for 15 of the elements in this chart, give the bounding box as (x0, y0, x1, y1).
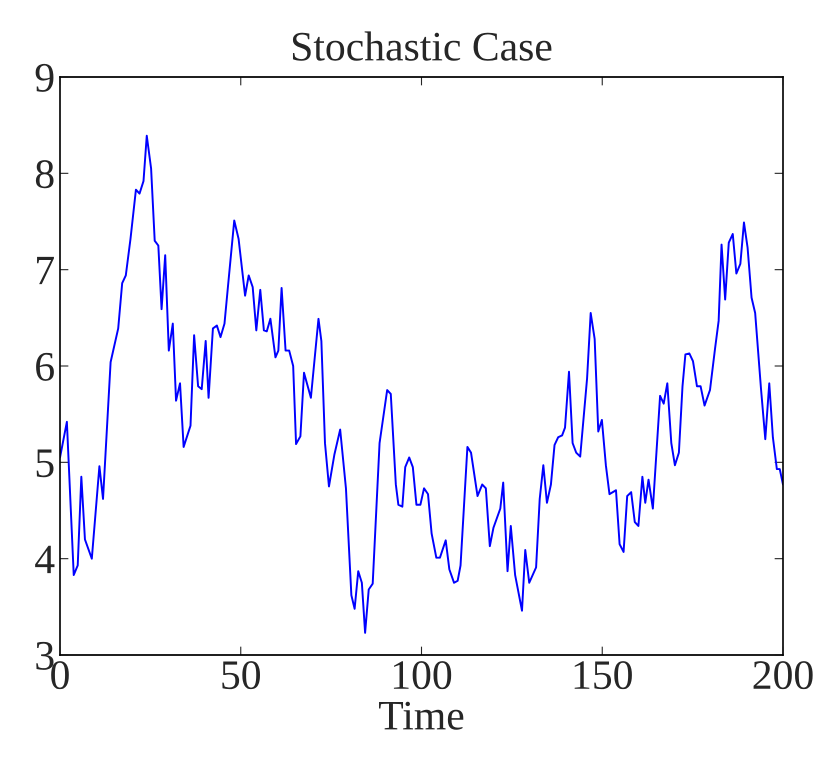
y-tick-label: 3 (36, 642, 54, 670)
x-axis-title: Time (379, 702, 464, 730)
x-tick-label: 50 (222, 661, 260, 690)
x-tick-label: 0 (51, 661, 69, 690)
y-tick-label: 8 (36, 160, 54, 188)
x-tick-label: 150 (574, 661, 632, 690)
x-tick-label: 200 (754, 661, 813, 690)
y-tick-label: 4 (35, 546, 54, 574)
chart-title: Stochastic Case (292, 31, 552, 61)
x-tick-label: 100 (394, 661, 452, 690)
y-tick-label: 5 (36, 450, 54, 478)
line-series (60, 134, 783, 634)
y-tick-label: 9 (36, 64, 54, 92)
y-tick-label: 6 (36, 352, 54, 381)
y-tick-label: 7 (37, 256, 54, 284)
